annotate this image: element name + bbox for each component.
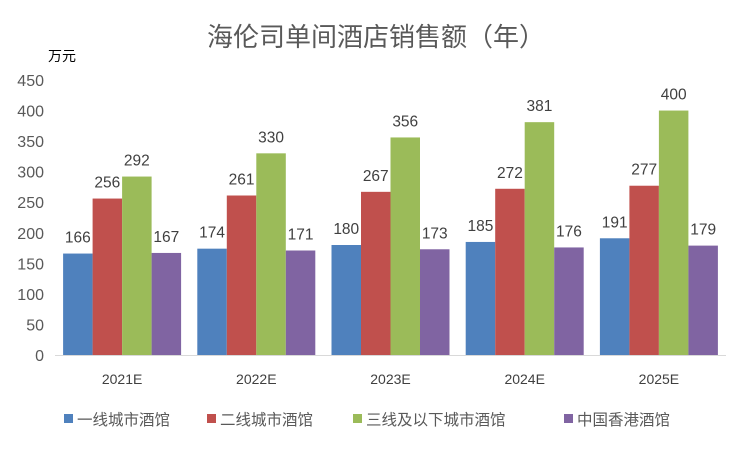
- bar: [420, 249, 450, 355]
- legend-swatch: [353, 414, 362, 423]
- legend: 一线城市酒馆 二线城市酒馆 三线及以下城市酒馆 中国香港酒馆: [64, 411, 670, 429]
- bar: [495, 188, 525, 355]
- bar-value-label: 176: [556, 223, 582, 240]
- legend-label: 中国香港酒馆: [577, 411, 670, 429]
- bar-value-label: 166: [65, 230, 91, 247]
- bar: [151, 252, 182, 355]
- bar: [197, 248, 227, 355]
- bar-value-label: 277: [631, 162, 657, 179]
- bar: [688, 245, 718, 355]
- bar-value-label: 272: [497, 165, 523, 182]
- legend-label: 一线城市酒馆: [77, 411, 170, 429]
- bar-value-label: 185: [468, 218, 494, 235]
- legend-swatch: [564, 414, 573, 423]
- bar-value-label: 167: [153, 229, 179, 246]
- bar-value-label: 356: [392, 113, 418, 130]
- bar: [629, 185, 659, 355]
- bar-value-label: 381: [527, 98, 553, 115]
- y-tick-label: 250: [17, 195, 44, 212]
- bar: [226, 195, 257, 355]
- y-tick-label: 100: [17, 287, 44, 304]
- bar-value-label: 292: [124, 153, 150, 170]
- legend-label: 三线及以下城市酒馆: [366, 411, 506, 429]
- bar-value-label: 179: [690, 222, 716, 239]
- bar: [63, 253, 93, 355]
- chart-title: 海伦司单间酒店销售额（年）: [207, 23, 545, 53]
- bar: [361, 191, 391, 355]
- bar-value-label: 330: [258, 129, 284, 146]
- bar: [331, 245, 361, 355]
- bar: [92, 198, 123, 355]
- y-axis-ticks: 0 50 100 150 200 250 300 350 400 450: [17, 73, 44, 365]
- legend-label: 二线城市酒馆: [220, 411, 313, 429]
- bars-group: [63, 110, 718, 356]
- legend-swatch: [207, 414, 216, 423]
- bar-value-label: 267: [363, 168, 389, 185]
- bar-value-label: 191: [602, 214, 628, 231]
- bar: [256, 153, 286, 355]
- bar-value-label: 400: [661, 87, 687, 104]
- bar: [658, 110, 689, 355]
- x-axis-ticks: 2021E 2022E 2023E 2024E 2025E: [102, 371, 679, 387]
- bar-value-label: 171: [288, 227, 314, 244]
- y-tick-label: 50: [26, 317, 44, 334]
- bar-value-label: 261: [229, 172, 255, 189]
- x-tick-label: 2021E: [102, 371, 142, 387]
- bar: [285, 250, 316, 355]
- bar: [524, 122, 555, 356]
- x-tick-label: 2025E: [639, 371, 679, 387]
- y-tick-label: 0: [35, 348, 44, 365]
- y-tick-label: 300: [17, 165, 44, 182]
- bar: [465, 241, 496, 355]
- bar: [390, 137, 420, 355]
- legend-swatch: [64, 414, 73, 423]
- x-tick-label: 2022E: [236, 371, 276, 387]
- bar-value-label: 173: [422, 225, 448, 242]
- x-tick-label: 2024E: [504, 371, 544, 387]
- bar: [122, 176, 152, 355]
- x-tick-label: 2023E: [370, 371, 410, 387]
- bar: [599, 238, 630, 355]
- bar-value-label: 174: [199, 225, 225, 242]
- bar-value-label: 256: [94, 175, 120, 192]
- y-tick-label: 350: [17, 134, 44, 151]
- y-tick-label: 400: [17, 104, 44, 121]
- y-tick-label: 150: [17, 256, 44, 273]
- y-axis-unit-label: 万元: [48, 49, 76, 65]
- y-tick-label: 450: [17, 73, 44, 90]
- y-tick-label: 200: [17, 226, 44, 243]
- bar-value-label: 180: [333, 221, 359, 238]
- bar: [554, 247, 584, 355]
